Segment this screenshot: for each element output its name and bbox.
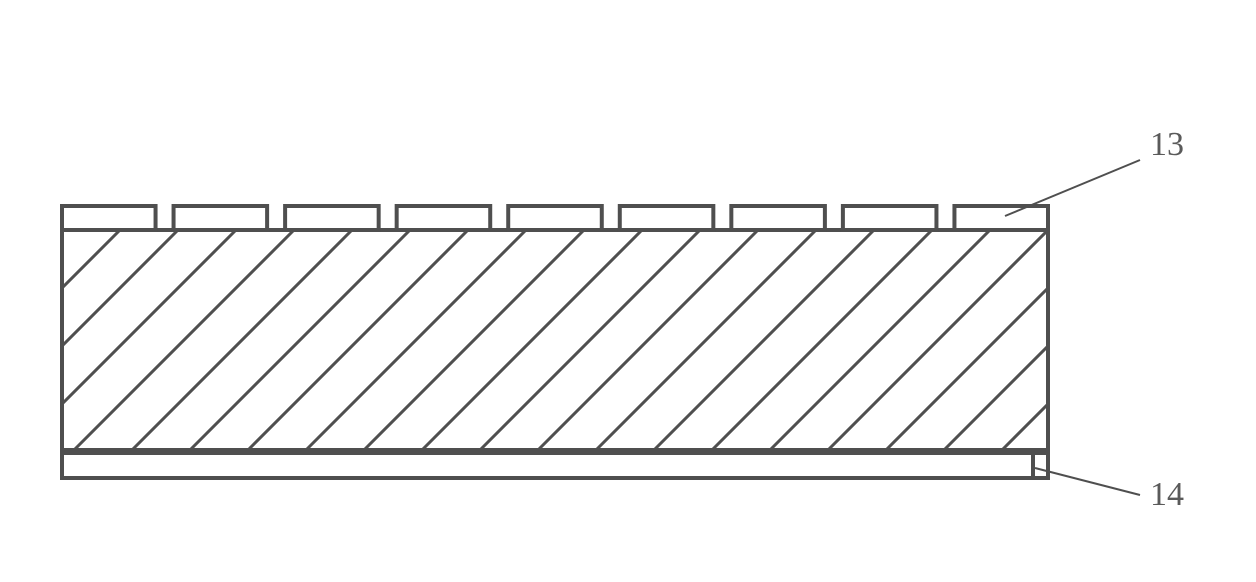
- top-segment: [731, 206, 825, 230]
- top-segment: [620, 206, 714, 230]
- bottom-strip: [62, 453, 1048, 478]
- top-segment: [843, 206, 937, 230]
- label-14: 14: [1150, 476, 1184, 513]
- top-segment: [174, 206, 268, 230]
- top-segment: [508, 206, 602, 230]
- leader-14: [1035, 468, 1140, 495]
- cross-section-diagram: 13 14: [0, 0, 1256, 582]
- top-segment: [954, 206, 1048, 230]
- leader-13: [1005, 160, 1140, 216]
- top-segment: [285, 206, 379, 230]
- top-segment: [397, 206, 491, 230]
- label-13: 13: [1150, 126, 1184, 163]
- top-segment: [62, 206, 156, 230]
- top-segment-row: [62, 206, 1048, 230]
- hatch-lines: [0, 230, 1256, 450]
- hatched-body: [0, 230, 1256, 450]
